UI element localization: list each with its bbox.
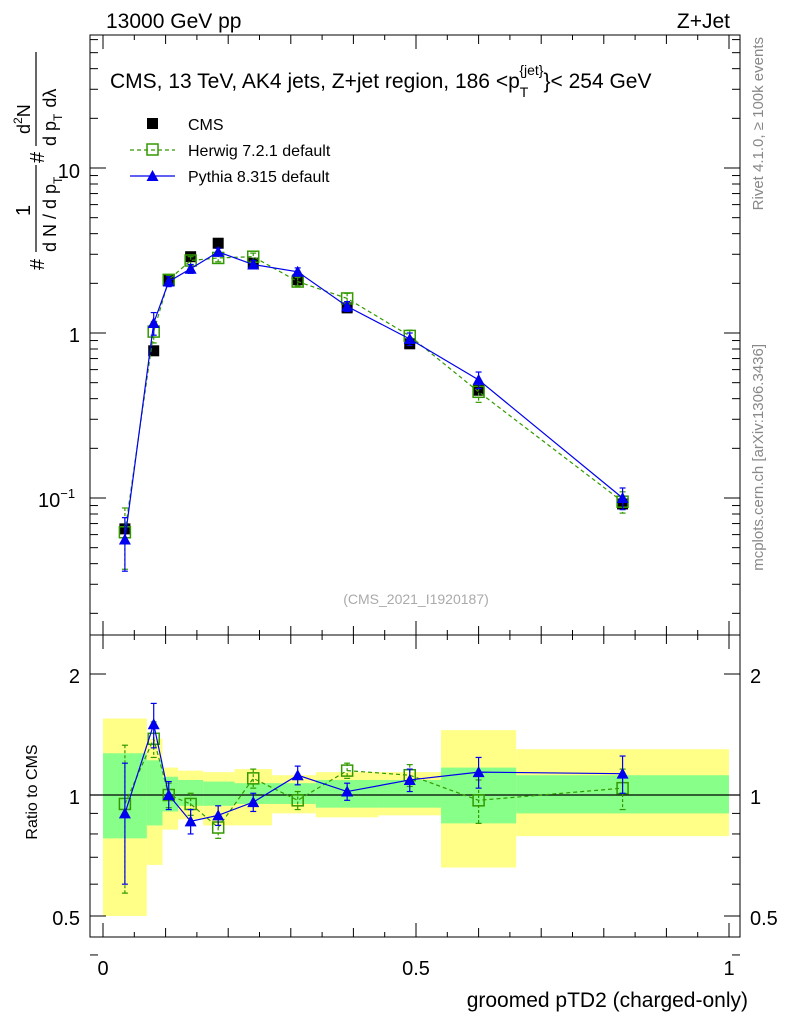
pythia-point bbox=[403, 332, 416, 344]
ylabel-bot: d pTdλ bbox=[40, 89, 65, 146]
xtick-label-1: 1 bbox=[723, 958, 734, 980]
pythia-point bbox=[147, 316, 160, 328]
pythia-ratio-point bbox=[472, 766, 485, 778]
ratio-ylabel: Ratio to CMS bbox=[24, 744, 41, 839]
pythia-point bbox=[247, 258, 260, 270]
plot-title: CMS, 13 TeV, AK4 jets, Z+jet region, 186… bbox=[110, 62, 651, 100]
xlabel: groomed pTD2 (charged-only) bbox=[467, 989, 748, 1012]
title-sub: T bbox=[520, 84, 529, 100]
main-ytick-label-1: 1 bbox=[69, 325, 80, 347]
cms-point bbox=[148, 345, 160, 357]
ratio-ytick-label-0.5: 0.5 bbox=[52, 908, 80, 930]
pythia-ratio-point bbox=[184, 815, 197, 827]
xtick-label-0: 0 bbox=[97, 958, 108, 980]
ratio-ytick-label-2: 2 bbox=[69, 666, 80, 688]
pythia-point bbox=[212, 245, 225, 257]
legend-herwig-marker bbox=[146, 143, 159, 156]
herwig-ratio-point bbox=[340, 764, 354, 777]
ylabel-num-hash: # bbox=[27, 258, 49, 270]
main-axis-ticks bbox=[90, 35, 740, 635]
pythia-point bbox=[472, 373, 485, 385]
ratio-band-inner bbox=[272, 783, 316, 804]
rivet-label: Rivet 4.1.0, ≥ 100k events bbox=[750, 37, 767, 210]
analysis-watermark: (CMS_2021_I1920187) bbox=[343, 591, 489, 607]
legend-cms-label: CMS bbox=[188, 117, 224, 134]
pythia-ratio-point bbox=[147, 718, 160, 730]
herwig-ratio-point bbox=[246, 772, 260, 785]
ylabel-den-hash: # bbox=[27, 151, 49, 163]
ratio-band-inner bbox=[146, 760, 163, 826]
ratio-band-inner bbox=[203, 781, 235, 806]
ratio-axis-ticks bbox=[90, 635, 740, 956]
herwig-ratio-line bbox=[124, 736, 623, 829]
pythia-point bbox=[118, 533, 131, 545]
cms-point bbox=[212, 237, 224, 249]
ratio-ytick-label-1: 1 bbox=[69, 787, 80, 809]
xtick-label-0.5: 0.5 bbox=[402, 958, 430, 980]
title-suffix: }< 254 GeV bbox=[543, 70, 651, 93]
legend: CMS Herwig 7.2.1 default Pythia 8.315 de… bbox=[130, 117, 331, 186]
pythia-ratio-point bbox=[212, 809, 225, 821]
main-data-layer bbox=[118, 237, 629, 572]
pythia-ratio-point bbox=[291, 769, 304, 781]
herwig-ratio-point bbox=[472, 794, 485, 807]
pythia-point bbox=[291, 265, 304, 277]
ratio-ytick-label-right-1: 1 bbox=[750, 787, 761, 809]
ylabel-top: d2N bbox=[11, 104, 34, 134]
mcplots-label: mcplots.cern.ch [arXiv:1306.3436] bbox=[750, 344, 767, 571]
legend-cms-marker bbox=[147, 118, 158, 129]
ratio-ytick-label-right-2: 2 bbox=[750, 666, 761, 688]
ratio-data-layer bbox=[90, 702, 740, 894]
main-ylabel: # 1 d N / d pT # d2N d pTdλ bbox=[11, 52, 65, 270]
pythia-ratio-point bbox=[341, 785, 354, 797]
main-ytick-label-0.1: 10−1 bbox=[38, 486, 75, 512]
ylabel-num: 1 bbox=[13, 205, 35, 216]
title-sup: {jet} bbox=[519, 62, 543, 78]
title-prefix: CMS, 13 TeV, AK4 jets, Z+jet region, 186… bbox=[110, 70, 520, 93]
pythia-point bbox=[162, 275, 175, 287]
pythia-ratio-point bbox=[162, 789, 175, 800]
legend-herwig-label: Herwig 7.2.1 default bbox=[188, 143, 331, 160]
legend-pythia-marker bbox=[146, 170, 159, 181]
header-right: Z+Jet bbox=[677, 10, 730, 33]
herwig-ratio-point bbox=[291, 794, 304, 807]
main-ytick-label-10: 10 bbox=[58, 161, 80, 183]
pythia-point bbox=[341, 300, 354, 312]
pythia-point bbox=[616, 492, 629, 503]
ratio-ytick-label-right-0.5: 0.5 bbox=[750, 908, 778, 930]
pythia-ratio-point bbox=[118, 807, 131, 819]
pythia-point bbox=[184, 262, 197, 274]
header-left: 13000 GeV pp bbox=[106, 10, 241, 33]
ylabel-den: d N / d pT bbox=[40, 176, 65, 252]
pythia-ratio-point bbox=[616, 767, 629, 779]
legend-pythia-label: Pythia 8.315 default bbox=[188, 169, 330, 186]
pythia-ratio-point bbox=[247, 796, 260, 808]
pythia-ratio-point bbox=[403, 773, 416, 785]
